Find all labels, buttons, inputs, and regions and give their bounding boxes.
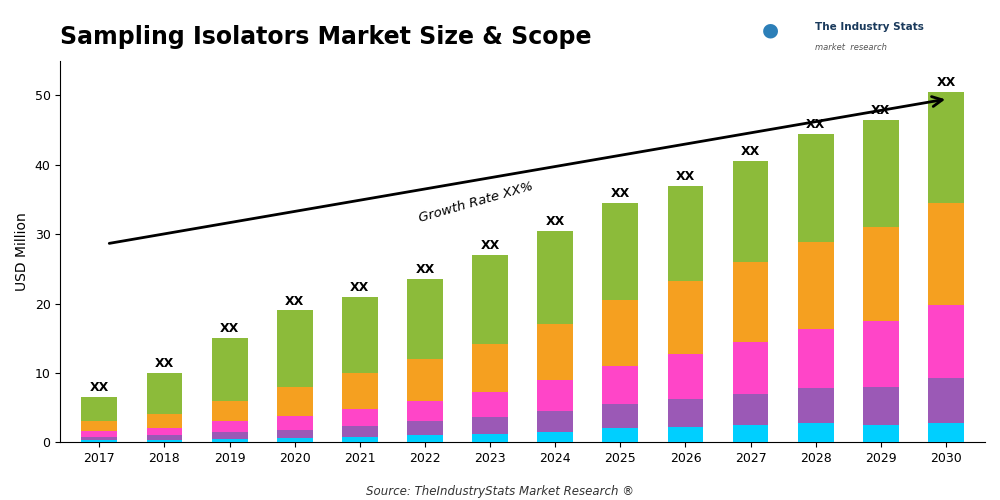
Bar <box>863 120 899 227</box>
Bar <box>81 440 117 442</box>
Bar <box>798 134 834 242</box>
Text: XX: XX <box>220 322 239 336</box>
Bar <box>602 300 638 366</box>
Bar <box>342 409 378 426</box>
Bar <box>407 359 443 401</box>
Bar <box>928 92 964 203</box>
Bar <box>472 416 508 434</box>
Bar <box>472 434 508 442</box>
Bar <box>277 438 313 442</box>
Bar <box>602 404 638 428</box>
Bar <box>733 262 768 342</box>
Bar <box>602 203 638 300</box>
Bar <box>277 430 313 438</box>
Bar <box>928 305 964 378</box>
Text: ●: ● <box>762 20 778 40</box>
Bar <box>342 373 378 409</box>
Text: Growth Rate XX%: Growth Rate XX% <box>418 180 535 224</box>
Bar <box>407 422 443 436</box>
Text: The Industry Stats: The Industry Stats <box>815 22 924 32</box>
Text: XX: XX <box>155 357 174 370</box>
Text: XX: XX <box>480 239 500 252</box>
Bar <box>212 400 248 421</box>
Bar <box>537 380 573 411</box>
Bar <box>602 366 638 404</box>
Bar <box>668 282 703 354</box>
Bar <box>81 422 117 431</box>
Bar <box>407 279 443 359</box>
Text: XX: XX <box>611 187 630 200</box>
Bar <box>668 186 703 282</box>
Bar <box>668 427 703 442</box>
Bar <box>147 428 182 434</box>
Bar <box>147 373 182 414</box>
Bar <box>798 329 834 388</box>
Bar <box>928 378 964 423</box>
Bar <box>733 394 768 425</box>
Bar <box>147 440 182 442</box>
Bar <box>733 162 768 262</box>
Bar <box>277 387 313 416</box>
Bar <box>928 423 964 442</box>
Bar <box>147 414 182 428</box>
Text: XX: XX <box>90 382 109 394</box>
Bar <box>407 436 443 442</box>
Bar <box>277 310 313 387</box>
Bar <box>863 387 899 425</box>
Bar <box>668 400 703 427</box>
Bar <box>81 436 117 440</box>
Bar <box>212 439 248 442</box>
Bar <box>277 416 313 430</box>
Bar <box>81 397 117 421</box>
Bar <box>342 426 378 436</box>
Bar <box>342 296 378 373</box>
Text: XX: XX <box>676 170 695 183</box>
Bar <box>472 392 508 416</box>
Bar <box>342 436 378 442</box>
Bar <box>798 388 834 423</box>
Text: Sampling Isolators Market Size & Scope: Sampling Isolators Market Size & Scope <box>60 25 592 49</box>
Text: XX: XX <box>936 76 956 89</box>
Bar <box>863 425 899 442</box>
Text: Source: TheIndustryStats Market Research ®: Source: TheIndustryStats Market Research… <box>366 484 634 498</box>
Y-axis label: USD Million: USD Million <box>15 212 29 291</box>
Bar <box>472 344 508 393</box>
Bar <box>733 342 768 394</box>
Bar <box>212 338 248 400</box>
Bar <box>537 411 573 432</box>
Bar <box>863 321 899 387</box>
Bar <box>81 431 117 436</box>
Text: XX: XX <box>871 104 890 117</box>
Bar <box>668 354 703 400</box>
Bar <box>407 400 443 421</box>
Bar <box>798 242 834 329</box>
Text: market  research: market research <box>815 43 887 52</box>
Bar <box>928 203 964 305</box>
Text: XX: XX <box>806 118 825 130</box>
Bar <box>212 422 248 432</box>
Bar <box>147 434 182 440</box>
Bar <box>537 230 573 324</box>
Bar <box>733 425 768 442</box>
Text: XX: XX <box>350 281 369 294</box>
Bar <box>472 255 508 344</box>
Bar <box>863 227 899 321</box>
Bar <box>537 432 573 442</box>
Text: XX: XX <box>546 215 565 228</box>
Bar <box>602 428 638 442</box>
Text: XX: XX <box>741 146 760 158</box>
Text: XX: XX <box>285 294 304 308</box>
Text: XX: XX <box>415 264 435 276</box>
Bar <box>798 423 834 442</box>
Bar <box>212 432 248 439</box>
Bar <box>537 324 573 380</box>
